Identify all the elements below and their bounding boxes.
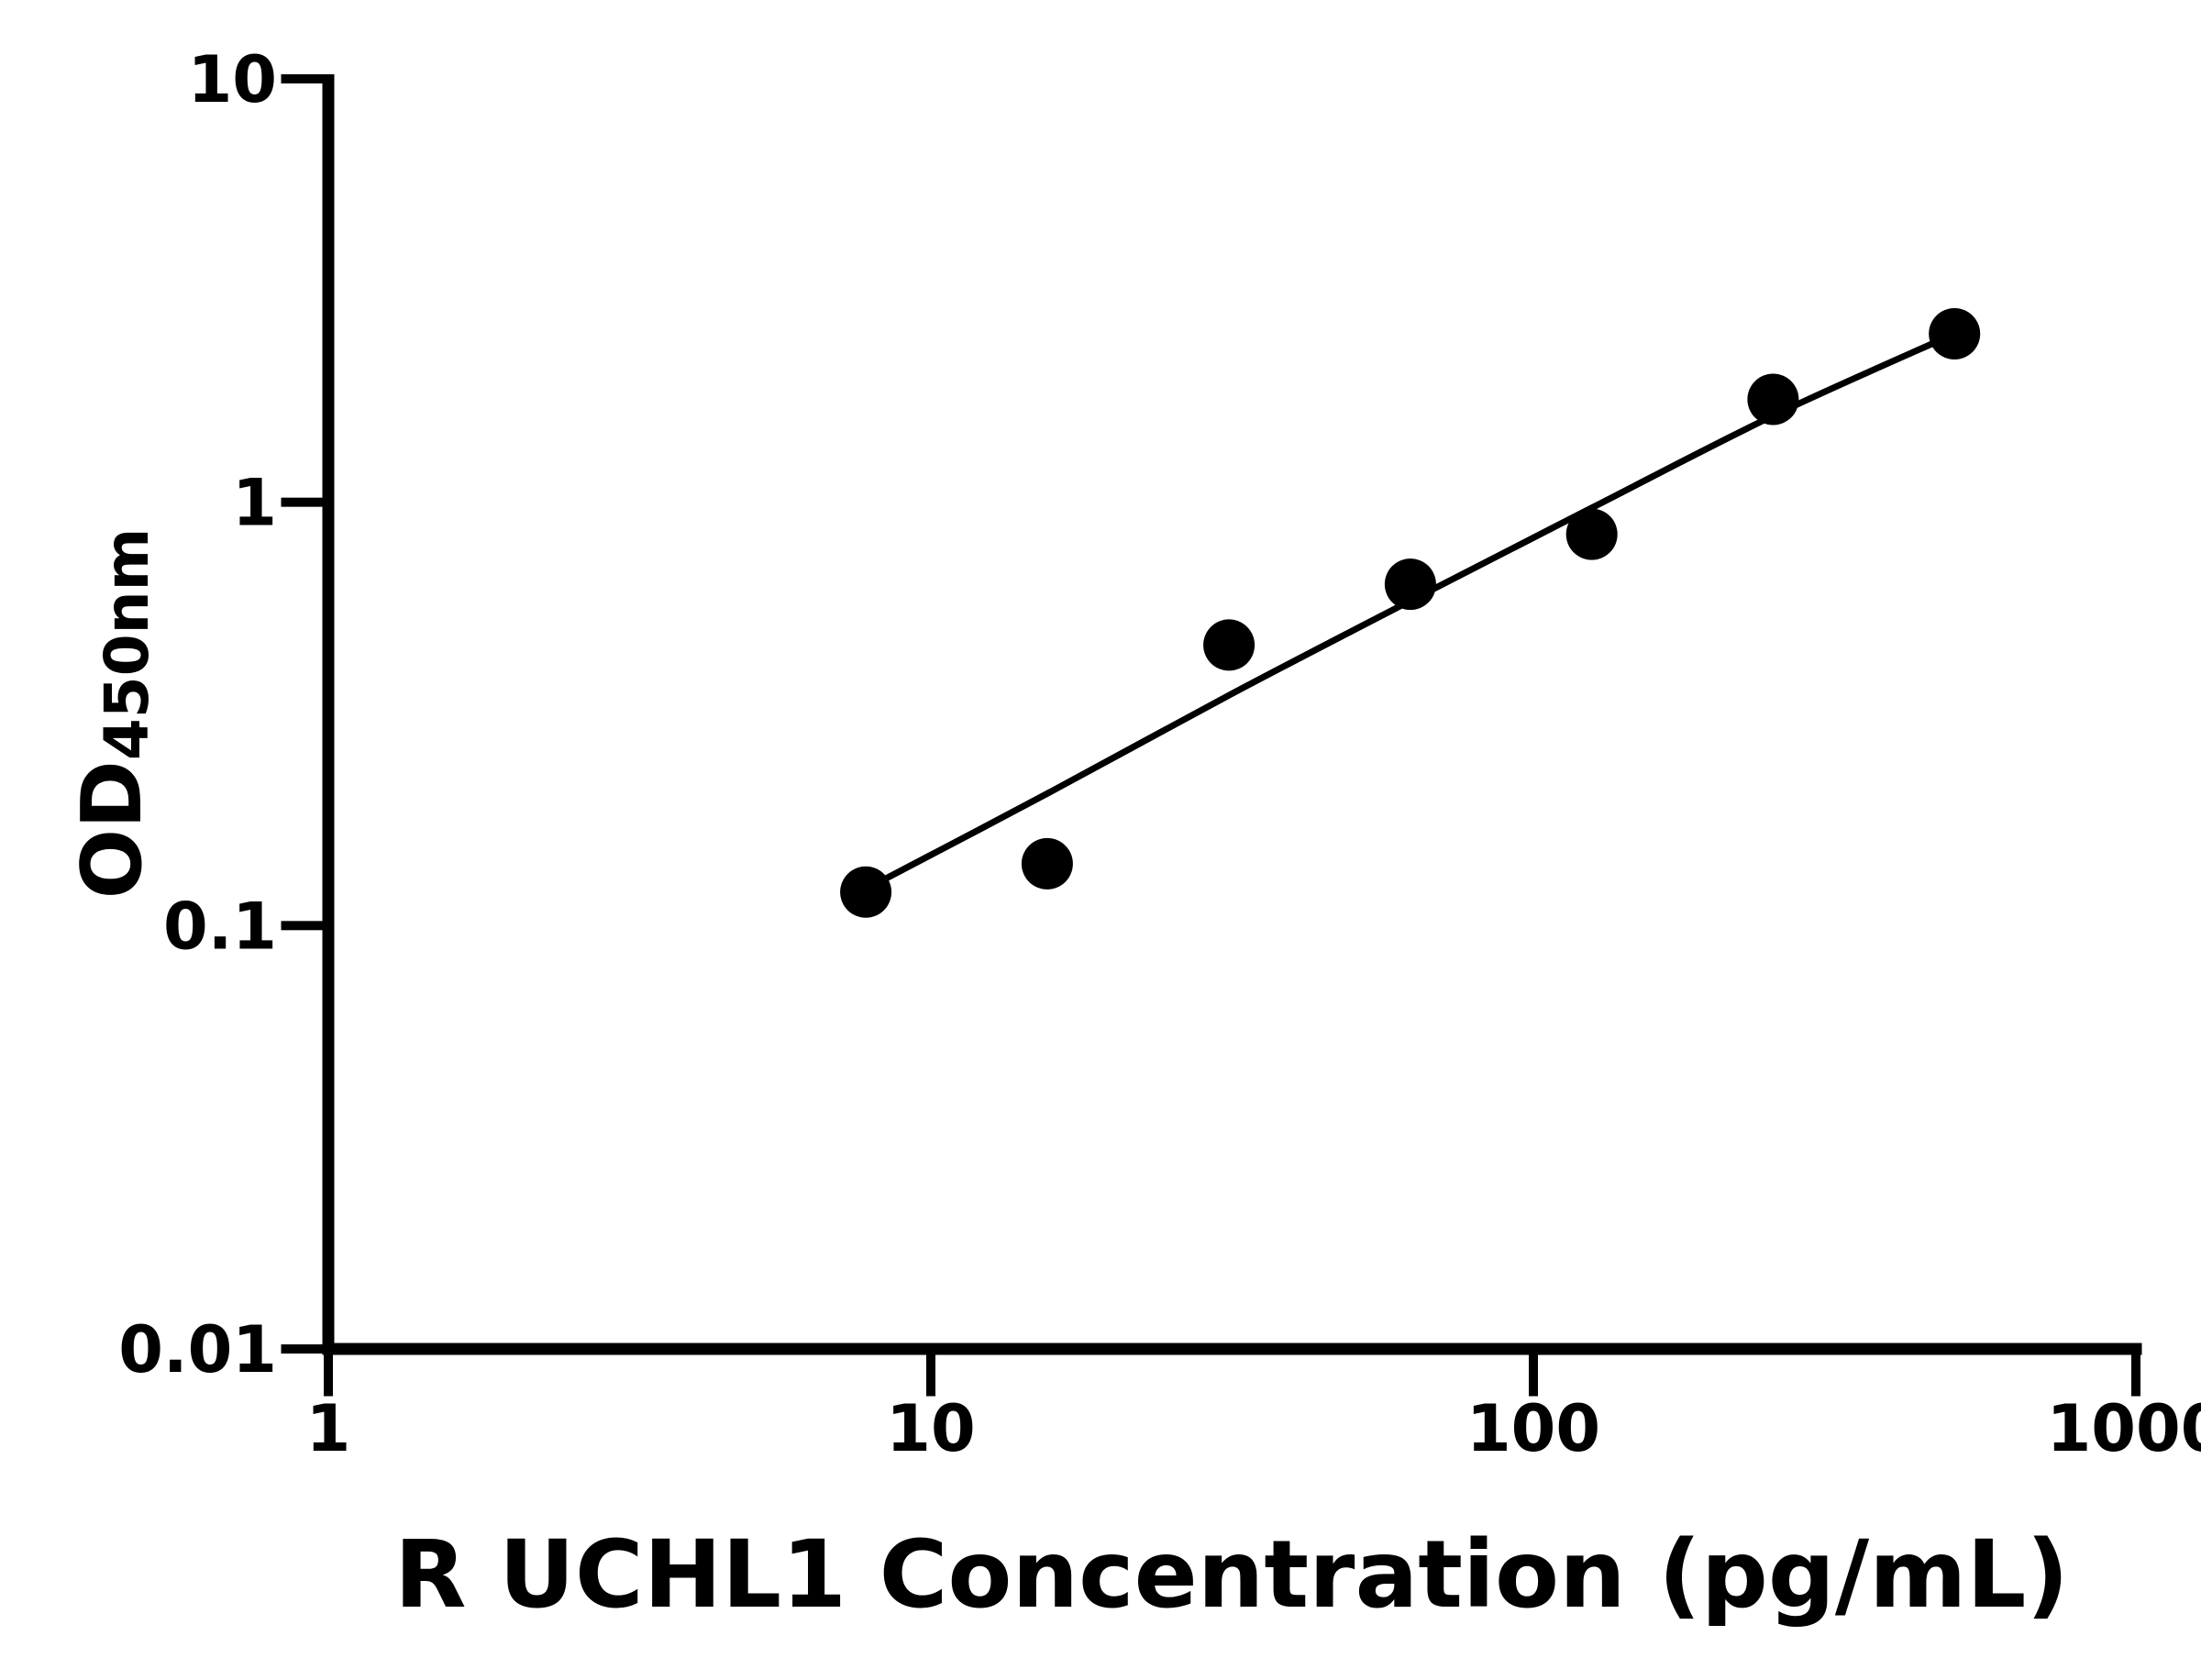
- elisa-standard-curve-figure: 10 1 0.1 0.01 1 10 100 1000 R UCHL1 Concentratio…: [37, 15, 2201, 1665]
- y-axis-title: OD450nm: [64, 528, 162, 900]
- x-tick: [324, 1354, 333, 1397]
- y-tick: [281, 497, 328, 507]
- x-axis-line: [322, 1343, 2142, 1355]
- y-axis-title-main: OD: [64, 760, 160, 899]
- y-tick-label: 1: [232, 466, 277, 541]
- x-tick: [926, 1354, 935, 1397]
- data-point: [1565, 508, 1618, 560]
- x-tick-label: 1: [306, 1391, 351, 1466]
- chart-canvas: 10 1 0.1 0.01 1 10 100 1000 R UCHL1 Concentratio…: [64, 42, 2201, 1630]
- data-point: [1021, 837, 1073, 890]
- data-point: [1203, 619, 1255, 671]
- data-point: [840, 866, 892, 918]
- y-tick: [281, 74, 328, 83]
- data-point: [1747, 373, 1799, 426]
- y-tick: [281, 1344, 328, 1354]
- x-tick-label: 1000: [2047, 1391, 2201, 1466]
- y-tick-label: 10: [188, 42, 277, 117]
- x-tick-label: 10: [886, 1391, 975, 1466]
- x-axis-title: R UCHL1 Concentration (pg/mL): [394, 1520, 2069, 1630]
- x-tick: [1529, 1354, 1538, 1397]
- x-tick: [2131, 1354, 2140, 1397]
- y-axis-title-sub: 450nm: [92, 528, 162, 761]
- data-point: [1384, 558, 1436, 611]
- data-point: [1929, 308, 1981, 359]
- y-tick: [281, 921, 328, 931]
- y-tick-label: 0.01: [118, 1312, 277, 1387]
- y-axis-line: [322, 74, 335, 1355]
- y-tick-label: 0.1: [163, 889, 277, 964]
- x-tick-label: 100: [1466, 1391, 1600, 1466]
